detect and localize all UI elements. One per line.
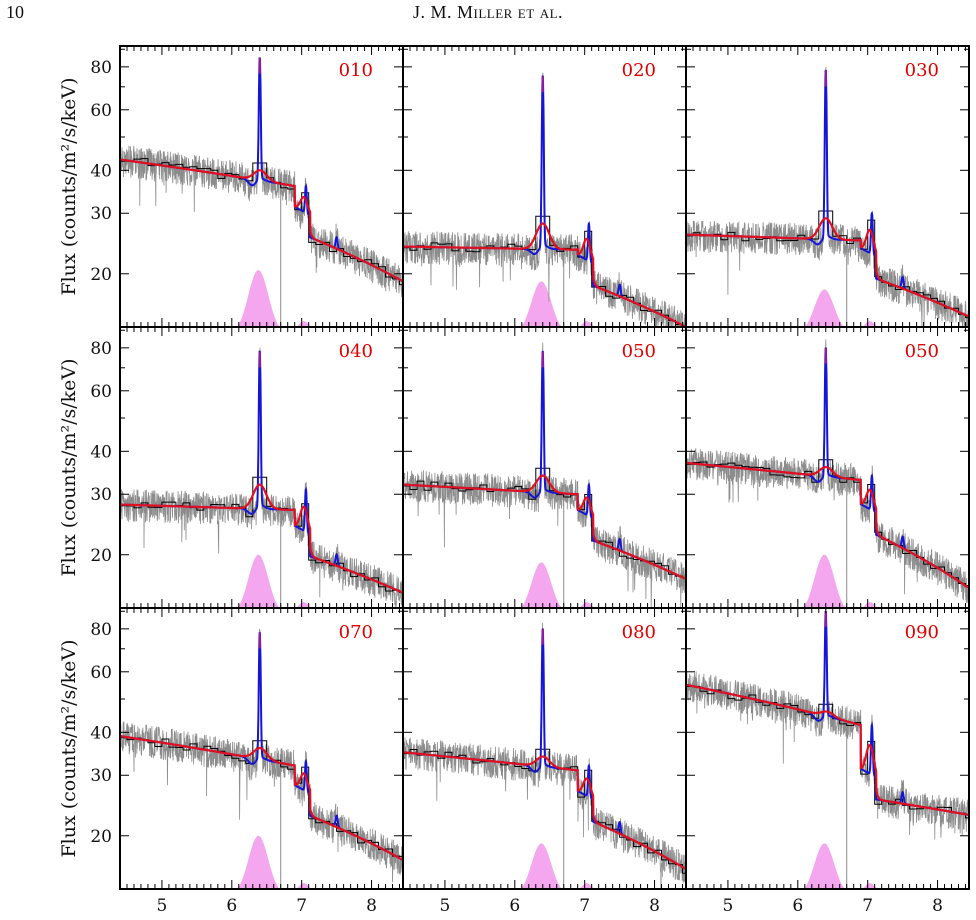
pink-broad-component (790, 554, 861, 608)
pink-minor-component (853, 883, 889, 889)
panel-label: 020 (622, 60, 656, 81)
y-tick-label: 80 (90, 620, 112, 640)
running-head: J. M. Miller et al. (412, 2, 564, 22)
pink-broad-component (507, 562, 578, 608)
y-tick-label: 80 (90, 58, 112, 78)
panel-frame (685, 607, 970, 890)
blue-model-series (403, 350, 686, 580)
pink-broad-component (507, 843, 578, 889)
x-tick-label: 8 (366, 896, 377, 916)
pink-minor-component (287, 602, 323, 608)
y-axis-label: Flux (counts/m²/s/keV) (58, 639, 80, 857)
y-tick-label: 40 (90, 161, 112, 181)
binned-series (403, 467, 686, 579)
red-model-series (120, 158, 403, 283)
panel-3: 030 (685, 45, 970, 328)
panel-plot-area (686, 66, 969, 327)
x-tick-label: 5 (157, 896, 168, 916)
y-tick-label: 20 (90, 827, 112, 847)
y-tick-label: 60 (90, 101, 112, 121)
y-tick-label: 60 (90, 663, 112, 683)
pink-broad-component (224, 835, 295, 889)
y-axis-label: Flux (counts/m²/s/keV) (58, 77, 80, 295)
binned-series (120, 737, 403, 857)
panel-plot-area (403, 342, 686, 608)
panel-plot-area (686, 339, 969, 608)
x-tick-label: 5 (440, 896, 451, 916)
y-tick-label: 30 (90, 485, 112, 505)
pink-minor-component (853, 321, 889, 327)
panel-7: 070 20 30 40 60 80 Flux (counts/m²/s/keV) 5 6 7 8 (58, 607, 404, 916)
panel-plot-area (120, 347, 403, 608)
y-tick-label: 20 (90, 546, 112, 566)
panel-plot-area (686, 608, 969, 889)
y-tick-label: 60 (90, 382, 112, 402)
panel-plot-area (120, 628, 403, 889)
panel-2: 020 (402, 45, 687, 328)
red-model-series (120, 483, 403, 594)
pink-minor-component (287, 321, 323, 327)
red-model-series (686, 683, 969, 816)
panel-label: 080 (622, 622, 656, 643)
pink-broad-component (224, 270, 295, 327)
panel-6: 050 (685, 326, 970, 609)
panel-label: 090 (905, 622, 939, 643)
binned-series (686, 210, 969, 319)
y-tick-label: 30 (90, 766, 112, 786)
x-tick-label: 5 (723, 896, 734, 916)
y-tick-label: 40 (90, 723, 112, 743)
panel-label: 070 (339, 622, 373, 643)
panel-label: 050 (622, 341, 656, 362)
x-tick-label: 7 (296, 896, 307, 916)
pink-broad-component (790, 289, 861, 327)
x-tick-label: 6 (226, 896, 237, 916)
y-tick-label: 80 (90, 339, 112, 359)
pink-broad-component (224, 554, 295, 608)
panel-4: 040 20 30 40 60 80 Flux (counts/m²/s/keV) (58, 326, 404, 609)
panel-9: 090 5 6 7 8 (685, 607, 970, 916)
x-tick-label: 6 (792, 896, 803, 916)
pink-minor-component (570, 602, 606, 608)
blue-model-series (120, 350, 403, 594)
panel-1: 010 20 30 40 60 80 Flux (counts/m²/s/keV) (58, 45, 404, 328)
y-tick-label: 40 (90, 442, 112, 462)
pink-broad-component (790, 843, 861, 889)
blue-model-series (686, 69, 969, 318)
x-tick-label: 8 (649, 896, 660, 916)
x-tick-label: 6 (509, 896, 520, 916)
red-model-series (403, 474, 686, 581)
panel-8: 080 5 6 7 8 (402, 607, 687, 916)
pink-minor-component (570, 321, 606, 327)
binned-series (120, 158, 403, 286)
panel-label: 050 (905, 341, 939, 362)
pink-minor-component (287, 883, 323, 889)
panel-label: 030 (905, 60, 939, 81)
red-model-series (403, 222, 686, 327)
red-model-series (686, 217, 969, 318)
pink-minor-component (570, 883, 606, 889)
x-tick-label: 7 (579, 896, 590, 916)
binned-series (686, 459, 969, 586)
y-axis-label: Flux (counts/m²/s/keV) (58, 358, 80, 576)
x-tick-label: 8 (932, 896, 943, 916)
panel-plot-area (403, 72, 686, 327)
panel-label: 010 (339, 60, 373, 81)
red-model-series (120, 735, 403, 861)
panel-plot-area (120, 57, 403, 327)
page-number: 10 (6, 2, 24, 22)
binned-series (403, 215, 683, 327)
pink-minor-component (853, 602, 889, 608)
panel-label: 040 (339, 341, 373, 362)
red-model-series (403, 751, 686, 871)
y-tick-label: 20 (90, 265, 112, 285)
pink-broad-component (507, 281, 578, 327)
panel-5: 050 (402, 326, 687, 609)
y-tick-label: 30 (90, 204, 112, 224)
red-model-series (686, 461, 969, 589)
x-tick-label: 7 (862, 896, 873, 916)
panel-plot-area (403, 622, 686, 889)
